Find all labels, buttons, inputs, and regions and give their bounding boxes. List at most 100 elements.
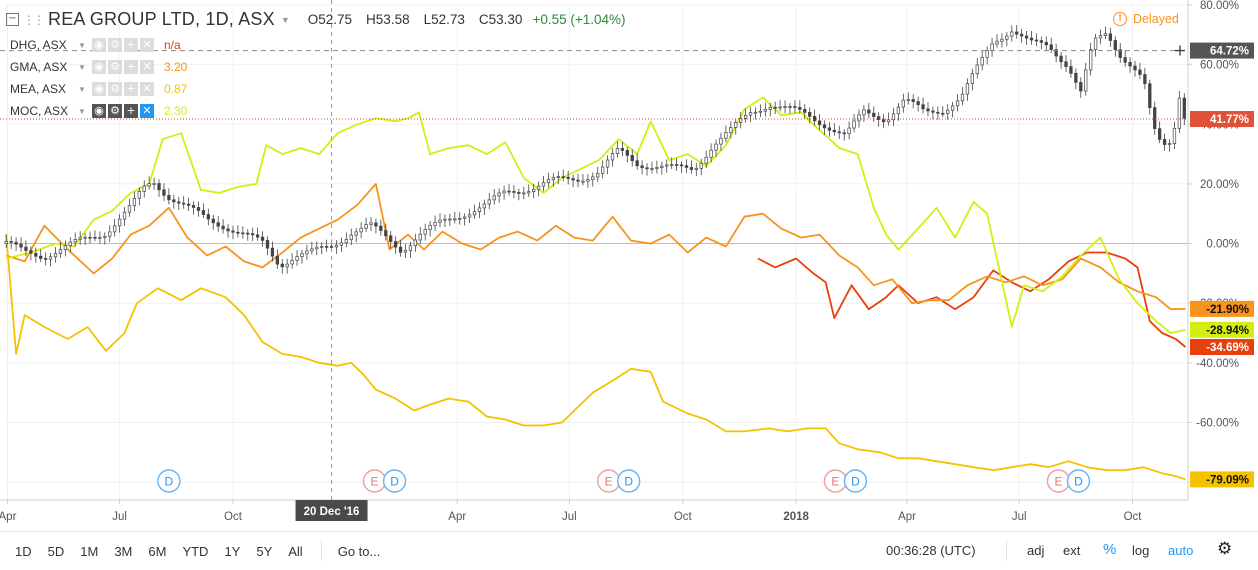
last-value-mea-label: -79.09% [1206, 474, 1249, 486]
settings-icon[interactable]: ⚙ [108, 104, 122, 118]
dividend-marker[interactable] [1066, 469, 1091, 493]
series-line-gma [5, 183, 1186, 311]
goto-button[interactable]: Go to... [337, 543, 381, 559]
candle-body [936, 111, 940, 114]
chevron-down-icon[interactable]: ▼ [78, 40, 86, 50]
compare-symbol[interactable]: DHG, ASX [10, 38, 67, 52]
candle-body [1039, 40, 1044, 43]
dividend-marker-label: D [165, 475, 174, 489]
last-value-gma-box [1190, 300, 1254, 317]
range-1y-button[interactable]: 1Y [224, 543, 241, 559]
crosshair-date-label: 20 Dec '16 [304, 506, 360, 518]
candle-body [788, 106, 792, 108]
chevron-down-icon[interactable]: ▼ [78, 84, 86, 94]
dividend-marker[interactable] [157, 469, 181, 493]
range-3m-button[interactable]: 3M [114, 543, 133, 559]
compare-symbol[interactable]: MEA, ASX [10, 82, 67, 96]
compare-symbol[interactable]: GMA, ASX [10, 60, 68, 74]
drag-handle-icon[interactable]: ⋮⋮ [23, 12, 45, 27]
candle-body [39, 255, 43, 259]
candle-body [734, 122, 738, 128]
remove-icon[interactable]: ✕ [140, 82, 154, 96]
candle-body [709, 149, 713, 158]
earnings-marker-label: E [371, 475, 379, 489]
candle-body [1088, 49, 1093, 71]
candle-body [349, 234, 353, 240]
remove-icon[interactable]: ✕ [140, 38, 154, 52]
auto-scale-toggle[interactable]: auto [1168, 543, 1194, 558]
add-icon[interactable]: + [124, 60, 138, 74]
candle-body [891, 113, 896, 121]
candle-body [467, 214, 472, 218]
ext-toggle[interactable]: ext [1063, 543, 1081, 558]
candle-body [1024, 35, 1029, 39]
candle-body [142, 185, 146, 192]
candle-body [73, 239, 77, 243]
range-all-button[interactable]: All [288, 543, 303, 559]
candle-body [901, 99, 905, 108]
series-line-dhg [757, 251, 1187, 348]
range-5d-button[interactable]: 5D [47, 543, 65, 559]
candle-body [108, 231, 112, 237]
symbol-menu-chevron-icon[interactable]: ▼ [280, 14, 290, 25]
percent-scale-toggle[interactable]: % [1103, 541, 1117, 558]
candle-body [522, 192, 526, 195]
settings-icon[interactable]: ⚙ [108, 82, 122, 96]
add-icon[interactable]: + [124, 104, 138, 118]
candle-body [743, 114, 748, 119]
settings-icon[interactable]: ⚙ [108, 60, 122, 74]
adj-toggle[interactable]: adj [1027, 543, 1045, 558]
eye-icon[interactable]: ◉ [92, 38, 106, 52]
candle-body [339, 242, 344, 246]
range-1m-button[interactable]: 1M [80, 543, 99, 559]
candle-body [960, 93, 965, 102]
log-scale-toggle[interactable]: log [1132, 543, 1150, 558]
candle-body [152, 183, 156, 185]
last-value-rea-label: 41.77% [1210, 114, 1249, 126]
candle-body [1015, 31, 1019, 35]
chevron-down-icon[interactable]: ▼ [78, 106, 86, 116]
chevron-down-icon[interactable]: ▼ [78, 62, 86, 72]
eye-icon[interactable]: ◉ [92, 104, 106, 118]
candle-body [1118, 49, 1122, 58]
candle-body [532, 188, 536, 192]
range-ytd-button[interactable]: YTD [182, 543, 209, 559]
candle-body [19, 243, 23, 248]
candle-body [714, 143, 718, 151]
candle-body [384, 230, 388, 237]
candle-body [482, 203, 487, 209]
compare-symbol[interactable]: MOC, ASX [10, 104, 69, 118]
dividend-marker[interactable] [843, 469, 868, 493]
add-icon[interactable]: + [124, 38, 138, 52]
candle-body [4, 241, 8, 244]
candle-body [167, 194, 171, 201]
symbol-title[interactable]: REA GROUP LTD, 1D, ASX [48, 9, 275, 29]
candle-body [24, 246, 28, 251]
settings-icon[interactable]: ⚙ [108, 38, 122, 52]
candle-body [1084, 69, 1088, 92]
collapse-icon[interactable]: − [6, 13, 19, 26]
candle-body [315, 246, 319, 250]
range-6m-button[interactable]: 6M [148, 543, 167, 559]
add-icon[interactable]: + [124, 82, 138, 96]
eye-icon[interactable]: ◉ [92, 82, 106, 96]
candle-body [985, 50, 989, 58]
candle-body [610, 153, 615, 161]
dividend-marker[interactable] [382, 469, 407, 493]
delayed-label: Delayed [1133, 12, 1179, 26]
compare-row-mea: MEA, ASX ▼ ◉ ⚙ + ✕ 0.87 [10, 82, 187, 96]
candle-body [916, 101, 920, 106]
candle-body [1177, 97, 1182, 129]
remove-icon[interactable]: ✕ [140, 104, 154, 118]
delayed-badge[interactable]: ! Delayed [1113, 12, 1179, 26]
eye-icon[interactable]: ◉ [92, 60, 106, 74]
remove-icon[interactable]: ✕ [140, 60, 154, 74]
compare-value: 0.87 [164, 82, 188, 96]
dividend-marker[interactable] [616, 469, 641, 493]
dividend-marker-label: D [624, 475, 633, 489]
gear-icon[interactable]: ⚙ [1217, 539, 1233, 559]
candle-body [694, 167, 698, 170]
range-5y-button[interactable]: 5Y [256, 543, 273, 559]
chart-area[interactable]: 80.00%60.00%40.00%20.00%0.00%-20.00%-40.… [0, 0, 1258, 531]
range-1d-button[interactable]: 1D [15, 543, 32, 559]
